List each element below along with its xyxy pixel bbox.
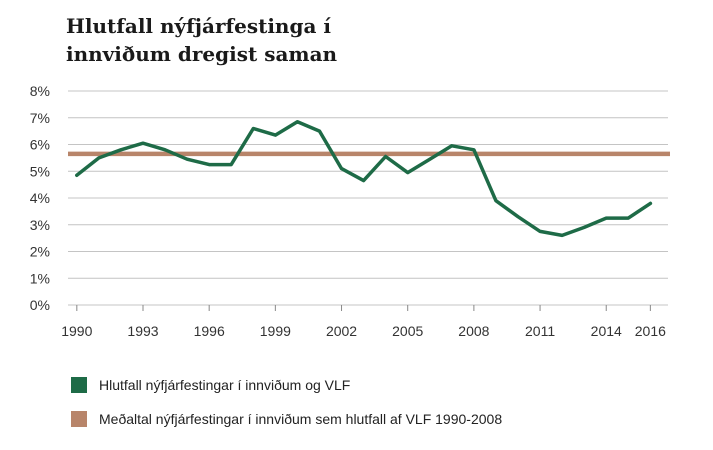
- chart-title-line-2: innviðum dregist saman: [66, 42, 338, 66]
- x-tick-label: 1996: [194, 323, 225, 339]
- x-axis: 1990 1993 1996 1999 2002 2005 2008 2011 2014 2016: [61, 305, 666, 339]
- y-tick-label: 7%: [30, 110, 50, 126]
- x-tick-label: 2005: [392, 323, 423, 339]
- legend-swatch-investment-ratio: [71, 377, 87, 393]
- x-tick-label: 2011: [525, 323, 555, 339]
- x-tick-label: 1999: [260, 323, 291, 339]
- y-tick-label: 6%: [30, 137, 50, 153]
- legend-item-average: Meðaltal nýfjárfestingar í innviðum sem …: [71, 408, 691, 430]
- series-line-investment-ratio: [75, 120, 653, 238]
- legend-label-average: Meðaltal nýfjárfestingar í innviðum sem …: [99, 411, 503, 427]
- y-tick-label: 8%: [30, 83, 50, 99]
- y-tick-label: 0%: [30, 297, 50, 313]
- legend-item-investment-ratio: Hlutfall nýfjárfestingar í innviðum og V…: [71, 374, 691, 396]
- x-tick-label: 1990: [61, 323, 92, 339]
- line-chart: 0% 1% 2% 3% 4% 5% 6% 7% 8% 1990 1993 1996 1999 2002 2…: [30, 83, 670, 339]
- chart-title-line-1: Hlutfall nýfjárfestinga í: [66, 14, 331, 38]
- x-tick-label: 2014: [591, 323, 622, 339]
- y-tick-label: 2%: [30, 244, 50, 260]
- y-tick-label: 1%: [30, 270, 50, 286]
- x-tick-label: 2002: [326, 323, 357, 339]
- y-tick-label: 3%: [30, 217, 50, 233]
- chart-title: Hlutfall nýfjárfestinga í innviðum dregi…: [66, 12, 586, 68]
- grid-lines: [68, 90, 668, 306]
- x-tick-label: 2016: [635, 323, 666, 339]
- y-axis-labels: 0% 1% 2% 3% 4% 5% 6% 7% 8%: [30, 83, 50, 313]
- x-tick-label: 2008: [458, 323, 489, 339]
- x-tick-label: 1993: [127, 323, 158, 339]
- legend-label-investment-ratio: Hlutfall nýfjárfestingar í innviðum og V…: [99, 377, 351, 393]
- series-layer: [68, 120, 670, 238]
- y-tick-label: 4%: [30, 190, 50, 206]
- legend-swatch-average: [71, 411, 87, 427]
- legend: Hlutfall nýfjárfestingar í innviðum og V…: [71, 374, 691, 442]
- y-tick-label: 5%: [30, 163, 50, 179]
